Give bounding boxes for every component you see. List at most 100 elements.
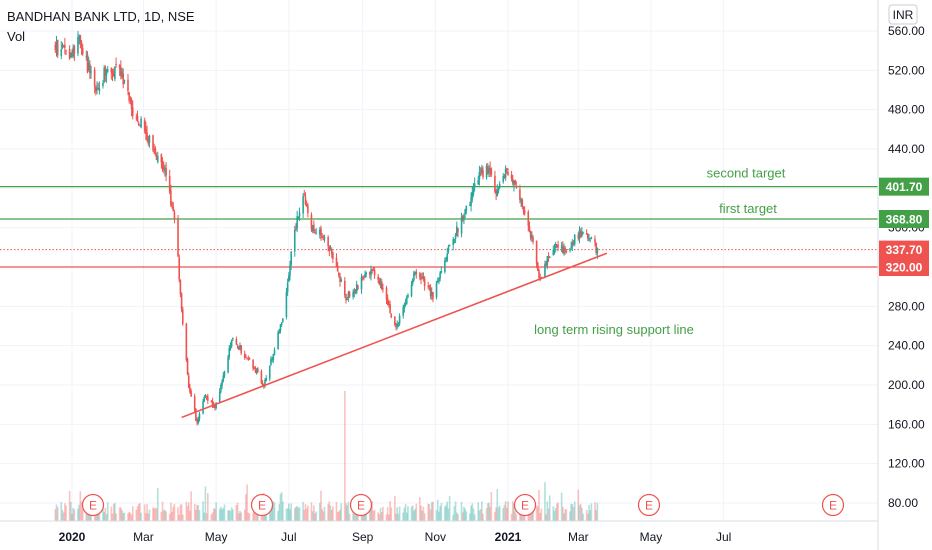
volume-bar <box>61 510 64 521</box>
candle-body <box>554 243 557 249</box>
currency-badge[interactable] <box>888 4 918 25</box>
candle-body <box>562 246 564 254</box>
volume-bar <box>314 513 316 521</box>
candle-body <box>461 216 464 219</box>
earnings-marker-label: E <box>357 499 365 513</box>
volume-bar <box>143 504 146 521</box>
volume-bar <box>272 501 275 521</box>
volume-bar <box>436 499 439 521</box>
candle-body <box>253 367 256 370</box>
candle-body <box>413 272 415 281</box>
time-axis[interactable]: 2020 Mar May Jul Sep Nov 2021 Mar May Jul <box>59 530 732 544</box>
volume-bar <box>589 510 592 521</box>
volume-bar <box>121 510 123 521</box>
candle-body <box>315 233 318 235</box>
candle-body <box>187 375 190 388</box>
volume-bar <box>170 502 172 521</box>
candle-body <box>143 120 146 131</box>
volume-bar <box>96 514 98 521</box>
candle-body <box>395 323 397 328</box>
x-tick-label: May <box>640 530 663 544</box>
candle-body <box>573 234 576 245</box>
candle-body <box>156 155 159 163</box>
candle-body <box>436 280 439 283</box>
volume-bar <box>389 501 391 521</box>
volume-bar <box>214 508 216 521</box>
candle-body <box>135 117 138 119</box>
candle-body <box>218 391 221 403</box>
volume-bar <box>336 511 339 521</box>
volume-bar <box>403 507 406 521</box>
candle-body <box>161 160 164 170</box>
volume-bar <box>385 514 388 521</box>
trendline[interactable] <box>181 252 608 419</box>
volume-bar <box>212 508 215 521</box>
volume-bar <box>222 507 225 521</box>
volume-bar <box>548 495 551 521</box>
price-level-tag <box>879 240 929 259</box>
volume-bar <box>140 512 142 521</box>
volume-bar <box>552 506 555 521</box>
candle-body <box>282 318 284 323</box>
volume-bar <box>439 506 441 521</box>
candle-body <box>455 226 458 236</box>
candle-body <box>590 237 593 239</box>
candle-body <box>365 272 368 275</box>
candle-body <box>254 368 257 373</box>
volume-bar <box>161 501 164 521</box>
candle-body <box>277 332 279 350</box>
volume-bar <box>303 509 306 521</box>
volume-bar <box>440 503 443 521</box>
candle-body <box>428 285 431 288</box>
candle-body <box>485 165 488 178</box>
candle-body <box>195 409 197 421</box>
candle-body <box>514 180 516 185</box>
candle-body <box>531 236 533 238</box>
candle-body <box>302 196 304 214</box>
candle-body <box>513 180 515 186</box>
candle-body <box>535 240 538 264</box>
volume-bar <box>211 512 214 521</box>
candle-body <box>268 365 271 379</box>
volume-bar <box>115 513 117 521</box>
earnings-marker-label: E <box>829 499 837 513</box>
candle-body <box>454 235 457 239</box>
candle-body <box>205 395 208 397</box>
price-level-value: 320.00 <box>886 260 923 274</box>
candle-body <box>439 272 441 279</box>
volume-bar <box>419 497 421 521</box>
y-tick-label: 80.00 <box>888 496 918 510</box>
candle-body <box>523 210 526 214</box>
candle-body <box>215 402 217 408</box>
earnings-marker-label: E <box>89 499 97 513</box>
candle-body <box>470 197 472 206</box>
volume-bar <box>330 509 333 521</box>
volume-bar <box>179 504 182 521</box>
volume-bar <box>322 511 325 521</box>
candle-body <box>453 239 456 241</box>
candle-body <box>232 338 234 340</box>
candle-body <box>285 292 288 318</box>
volume-bar <box>210 514 213 521</box>
candle-body <box>388 303 390 305</box>
volume-bar <box>252 512 254 521</box>
volume-bar <box>422 506 425 521</box>
volume-bar <box>248 513 251 521</box>
volume-bar <box>153 508 155 521</box>
volume-bar <box>372 510 375 521</box>
volume-bar <box>353 514 356 521</box>
candle-body <box>446 253 449 261</box>
volume-bar <box>280 492 283 521</box>
volume-bar <box>414 509 416 521</box>
volume-bar <box>496 489 499 521</box>
candle-body <box>189 387 191 393</box>
candle-body <box>204 394 207 397</box>
candle-body <box>486 167 489 174</box>
volume-bar <box>479 509 482 521</box>
candle-body <box>527 211 530 227</box>
candle-body <box>304 197 307 205</box>
volume-bar <box>531 509 533 521</box>
candle-body <box>414 271 416 274</box>
candle-body <box>289 264 291 276</box>
